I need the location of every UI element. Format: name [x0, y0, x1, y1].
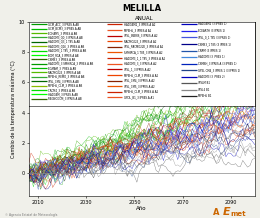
Title: MELILLA: MELILLA: [122, 4, 161, 13]
Text: E: E: [222, 207, 230, 217]
Text: ANUAL: ANUAL: [135, 16, 154, 21]
Text: met: met: [230, 211, 246, 217]
Y-axis label: Cambio de la temperatura máxima (°C): Cambio de la temperatura máxima (°C): [11, 60, 16, 158]
X-axis label: Año: Año: [136, 206, 147, 211]
Text: © Agencia Estatal de Meteorología: © Agencia Estatal de Meteorología: [5, 213, 57, 217]
Text: A: A: [213, 208, 220, 217]
